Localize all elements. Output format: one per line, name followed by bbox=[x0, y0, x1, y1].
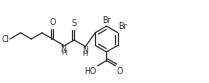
Text: O: O bbox=[50, 18, 56, 27]
Text: H: H bbox=[82, 51, 88, 57]
Text: S: S bbox=[72, 19, 77, 28]
Text: Br: Br bbox=[102, 16, 111, 25]
Text: N: N bbox=[82, 46, 88, 55]
Text: O: O bbox=[117, 67, 123, 76]
Text: Cl: Cl bbox=[1, 35, 9, 43]
Text: Br: Br bbox=[119, 22, 127, 31]
Text: HO: HO bbox=[84, 67, 96, 76]
Text: N: N bbox=[61, 45, 66, 54]
Text: H: H bbox=[61, 50, 66, 56]
